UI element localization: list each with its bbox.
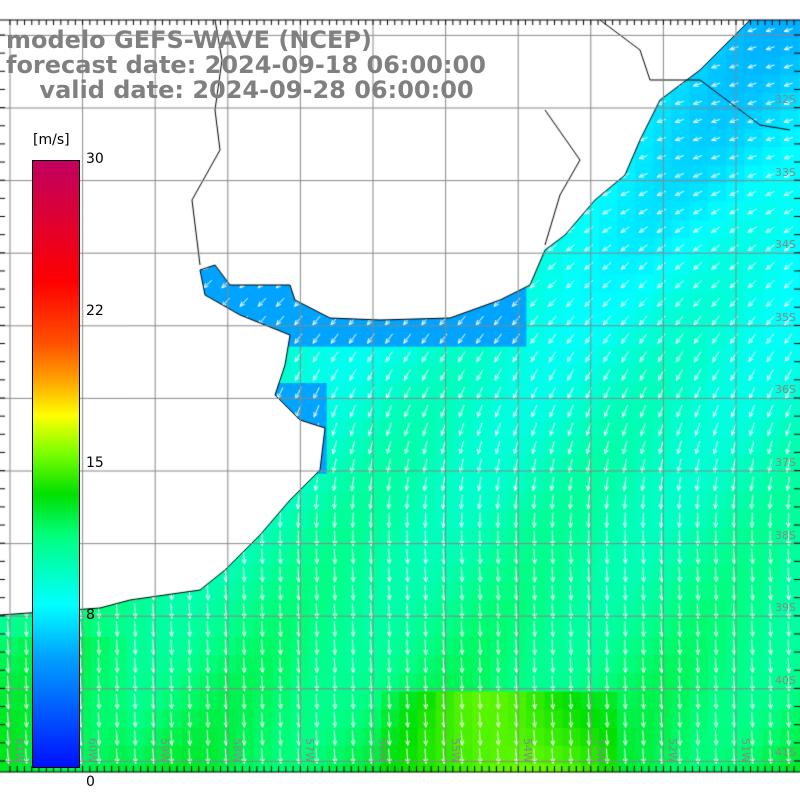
colorbar bbox=[32, 160, 80, 768]
longitude-label: 51W bbox=[739, 738, 752, 763]
colorbar-label: 8 bbox=[86, 607, 95, 623]
latitude-label: 38S bbox=[775, 528, 796, 542]
latitude-label: 36S bbox=[775, 383, 796, 397]
latitude-label: 35S bbox=[775, 310, 796, 324]
longitude-label: 54W bbox=[521, 738, 535, 763]
longitude-label: 56W bbox=[376, 738, 389, 763]
model-title: modelo GEFS-WAVE (NCEP) bbox=[6, 26, 372, 54]
longitude-label: 58W bbox=[230, 738, 244, 763]
longitude-label: 61W bbox=[13, 738, 26, 763]
colorbar-label: 15 bbox=[86, 455, 104, 471]
latitude-label: 40S bbox=[775, 673, 796, 687]
latitude-label: 34S bbox=[775, 238, 796, 252]
longitude-label: 59W bbox=[158, 738, 172, 763]
latitude-label: 41S bbox=[775, 746, 796, 760]
latitude-label: 32S bbox=[775, 93, 796, 106]
valid-date: valid date: 2024-09-28 06:00:00 bbox=[6, 76, 474, 104]
forecast-date: forecast date: 2024-09-18 06:00:00 bbox=[6, 51, 486, 79]
colorbar-label: 30 bbox=[86, 151, 104, 167]
latitude-label: 39S bbox=[775, 601, 796, 615]
longitude-label: 52W bbox=[666, 738, 680, 763]
colorbar-label: 22 bbox=[86, 303, 104, 319]
longitude-label: 55W bbox=[448, 738, 462, 763]
latitude-label: 37S bbox=[775, 456, 796, 469]
longitude-label: 53W bbox=[593, 738, 607, 763]
colorbar-label: 0 bbox=[86, 774, 95, 790]
colorbar-unit: [m/s] bbox=[33, 132, 70, 148]
longitude-label: 57W bbox=[303, 738, 317, 763]
longitude-label: 60W bbox=[85, 738, 99, 763]
latitude-label: 33S bbox=[775, 165, 796, 179]
